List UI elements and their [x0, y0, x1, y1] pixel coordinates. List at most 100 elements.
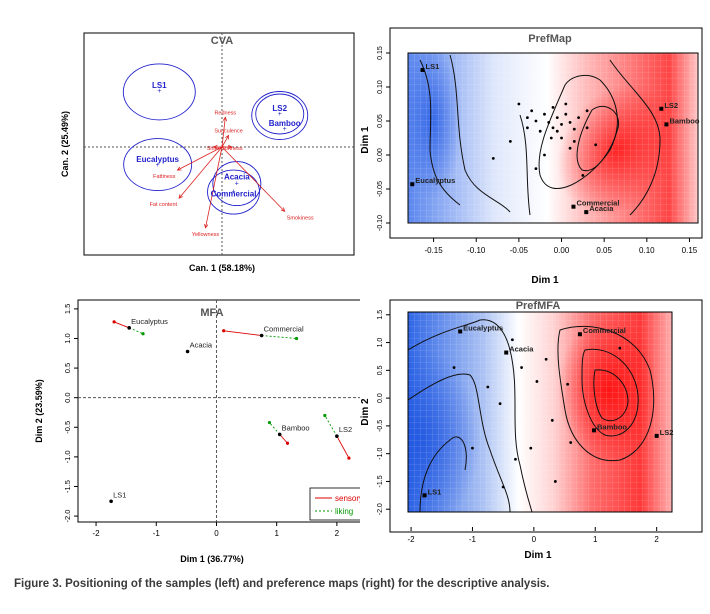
pm-consumer-point — [543, 153, 546, 157]
pm-consumer-point — [564, 112, 568, 116]
pm-consumer-point — [577, 116, 580, 119]
pf-sample-label: Bamboo — [597, 422, 627, 431]
cva-vector-label: Yellowness — [192, 232, 220, 238]
cva-vector-arrow — [178, 146, 223, 199]
mfa-sensory-segment — [336, 435, 350, 459]
pf-consumer-point — [501, 485, 505, 489]
mfa-ytick-label: -1.5 — [63, 480, 72, 493]
mfa-legend: sensory liking — [309, 487, 360, 521]
pf-consumer-point — [550, 418, 554, 422]
pf-ytick-label: -1.0 — [377, 448, 384, 460]
cva-point-marker: + — [232, 189, 236, 196]
mfa-liking-segment — [269, 422, 281, 435]
pm-consumer-point — [581, 174, 585, 177]
prefmap-contour — [519, 114, 531, 216]
pf-sample-marker — [654, 433, 659, 438]
pm-ytick-label: -0.10 — [377, 215, 384, 231]
pm-consumer-point — [585, 109, 589, 113]
cva-vector-label: Fattiness — [153, 174, 176, 180]
cva-point-marker: + — [157, 88, 161, 95]
mfa-ytick-label: 0.0 — [63, 392, 72, 402]
mfa-liking-point — [323, 413, 327, 418]
pf-sample-label: LS1 — [428, 487, 442, 496]
cva-point-label: LS1 — [152, 81, 167, 90]
cva-vector-head — [212, 144, 218, 150]
pm-consumer-point — [534, 167, 538, 171]
pf-consumer-point — [510, 338, 514, 342]
pf-sample-label: Commercial — [583, 326, 626, 335]
pf-ytick-label: 1.5 — [377, 310, 384, 320]
pf-ytick-label: -2.0 — [377, 503, 384, 515]
pm-consumer-point — [547, 120, 551, 124]
mfa-point — [335, 434, 339, 438]
pf-sample-label: Acacia — [509, 345, 534, 354]
pm-sample-marker — [410, 182, 415, 187]
mfa-point-label: Commercial — [264, 325, 304, 334]
pf-ytick-label: 0.0 — [377, 393, 384, 403]
prefmap-title: PrefMap — [528, 33, 572, 45]
pm-consumer-point — [585, 126, 589, 130]
mfa-chart-svg: MFA Eucalyptus Commercial Acacia Bamboo LS2 L… — [34, 299, 360, 564]
pf-ytick-label: -1.5 — [377, 475, 384, 487]
pm-sample-marker — [571, 204, 576, 209]
pf-consumer-point — [544, 357, 548, 361]
pm-consumer-point — [551, 126, 555, 130]
prefmfa-contour — [581, 348, 639, 437]
mfa-point — [127, 326, 131, 330]
pm-ytick-label: 0.05 — [377, 114, 384, 128]
pm-consumer-point — [560, 123, 563, 126]
cva-vector-arrow — [221, 135, 229, 148]
cva-point-marker: + — [278, 111, 282, 118]
pf-consumer-point — [553, 480, 557, 483]
cva-xlabel: Can. 1 (58.18%) — [189, 263, 255, 273]
prefmfa-xlabel: Dim 1 — [524, 550, 552, 561]
mfa-ytick-label: -2.0 — [63, 510, 72, 523]
prefmap-ylabel: Dim 1 — [360, 126, 371, 154]
prefmfa-plot-frame — [407, 311, 673, 513]
cva-plot-frame — [83, 32, 355, 256]
pm-sample-label: LS2 — [664, 101, 678, 110]
pm-consumer-point — [534, 119, 538, 123]
pm-ytick-label: -0.05 — [377, 181, 384, 197]
mfa-sensory-segment — [113, 321, 130, 329]
pm-consumer-point — [517, 102, 521, 106]
pf-sample-marker — [422, 493, 427, 498]
mfa-title: MFA — [200, 307, 223, 319]
pf-consumer-point — [569, 441, 573, 444]
cva-point-label: Eucalyptus — [136, 155, 179, 164]
cva-vector-head — [225, 134, 230, 140]
pm-xtick-label: 0.15 — [682, 246, 698, 255]
prefmfa-contour — [557, 325, 655, 462]
pm-consumer-point — [551, 106, 555, 109]
cva-point-label: Acacia — [224, 172, 250, 181]
cva-vector-label: Shine — [207, 146, 221, 152]
mfa-xlabel: Dim 1 (36.77%) — [180, 554, 244, 564]
pm-consumer-point — [594, 143, 598, 147]
cva-confidence-ellipse — [122, 63, 196, 121]
cva-vector-label: Succulence — [214, 128, 242, 134]
pm-consumer-point — [491, 157, 495, 160]
pm-consumer-point — [549, 136, 553, 140]
mfa-liking-segment — [128, 327, 144, 335]
mfa-xtick-label: -2 — [92, 529, 100, 538]
cva-vector-head — [204, 223, 209, 229]
mfa-liking-segment — [324, 415, 338, 437]
cva-point-label: Bamboo — [269, 119, 301, 128]
cva-vector-label: Smokiness — [287, 215, 314, 221]
mfa-xtick-label: -1 — [153, 529, 161, 538]
cva-confidence-ellipse — [212, 161, 262, 207]
mfa-sensory-point — [347, 456, 351, 460]
mfa-sensory-segment — [223, 330, 262, 336]
prefmfa-contour — [419, 436, 467, 512]
pm-sample-marker — [420, 68, 425, 72]
prefmfa-contour — [593, 369, 629, 422]
cva-confidence-ellipse — [251, 91, 309, 140]
pm-consumer-point — [560, 136, 563, 140]
cva-vector-arrow — [205, 146, 223, 228]
cva-vector-arrow — [177, 146, 223, 171]
mfa-ytick-label: -0.5 — [63, 421, 72, 434]
pm-sample-marker — [584, 210, 589, 215]
pm-consumer-point — [530, 109, 534, 113]
pm-consumer-point — [572, 127, 576, 131]
